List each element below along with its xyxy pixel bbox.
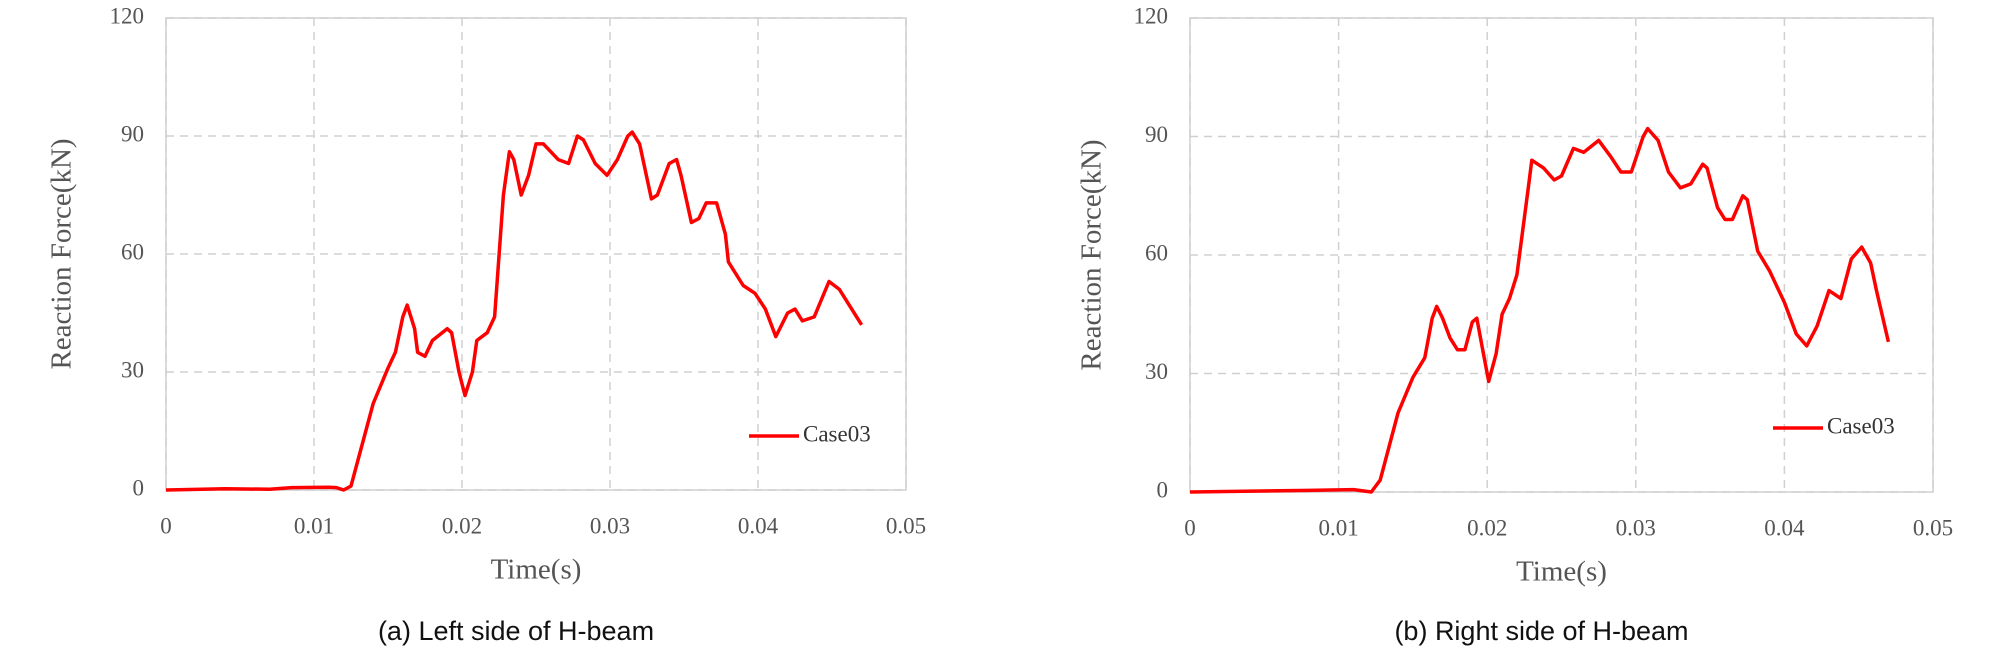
plot-frame bbox=[165, 17, 907, 491]
x-tick-label: 0.04 bbox=[1764, 515, 1805, 540]
y-tick-label: 60 bbox=[121, 239, 144, 264]
x-tick-label: 0.05 bbox=[886, 513, 926, 538]
x-tick-label: 0.04 bbox=[738, 513, 779, 538]
x-tick-label: 0.02 bbox=[1467, 515, 1507, 540]
x-tick-label: 0 bbox=[1184, 515, 1196, 540]
y-tick-label: 60 bbox=[1145, 240, 1168, 265]
x-axis-label: Time(s) bbox=[491, 554, 582, 586]
plot-frame bbox=[1189, 17, 1934, 493]
y-tick-label: 120 bbox=[110, 3, 145, 28]
x-tick-label: 0.01 bbox=[294, 513, 334, 538]
y-tick-label: 30 bbox=[1145, 359, 1168, 384]
legend-label: Case03 bbox=[803, 421, 871, 446]
x-tick-label: 0.03 bbox=[1616, 515, 1656, 540]
x-tick-label: 0.03 bbox=[590, 513, 630, 538]
legend-label: Case03 bbox=[1827, 413, 1895, 438]
caption: (b) Right side of H-beam bbox=[1394, 616, 1688, 646]
y-axis-label: Reaction Force(kN) bbox=[46, 138, 78, 369]
x-axis-label: Time(s) bbox=[1516, 556, 1607, 588]
y-tick-label: 30 bbox=[121, 357, 144, 382]
y-tick-label: 90 bbox=[121, 121, 144, 146]
caption: (a) Left side of H-beam bbox=[378, 616, 654, 646]
data-line bbox=[1189, 126, 1891, 494]
x-tick-label: 0 bbox=[160, 513, 172, 538]
y-tick-label: 0 bbox=[133, 475, 145, 500]
x-tick-label: 0.02 bbox=[442, 513, 482, 538]
y-axis-label: Reaction Force(kN) bbox=[1076, 139, 1108, 370]
x-tick-label: 0.01 bbox=[1318, 515, 1358, 540]
y-tick-label: 90 bbox=[1145, 122, 1168, 147]
y-tick-label: 120 bbox=[1134, 3, 1169, 28]
y-tick-label: 0 bbox=[1157, 477, 1169, 502]
data-line bbox=[165, 130, 864, 492]
x-tick-label: 0.05 bbox=[1913, 515, 1953, 540]
